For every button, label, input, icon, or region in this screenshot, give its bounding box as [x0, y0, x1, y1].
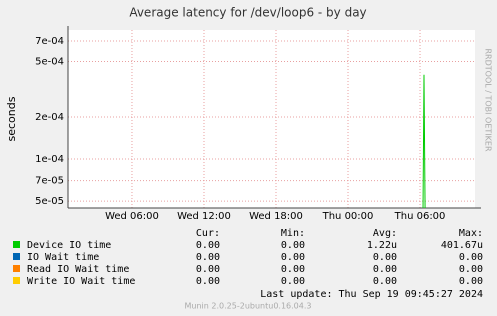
legend-swatch — [13, 241, 20, 248]
legend-label: Write IO Wait time — [27, 276, 135, 287]
legend-swatch — [13, 265, 20, 272]
x-tick-label: Thu 06:00 — [394, 211, 446, 222]
y-tick-label: 5e-04 — [35, 56, 64, 67]
x-tick-label: Wed 18:00 — [249, 211, 303, 222]
stat-value: 0.00 — [281, 264, 305, 275]
legend-label: IO Wait time — [27, 252, 99, 263]
stat-value: 401.67u — [441, 240, 483, 251]
stat-value: 0.00 — [373, 252, 397, 263]
stats-header: Min: — [281, 228, 305, 239]
stat-value: 0.00 — [281, 252, 305, 263]
stat-value: 0.00 — [196, 252, 220, 263]
stat-value: 0.00 — [196, 276, 220, 287]
footer: Munin 2.0.25-2ubuntu0.16.04.3 — [185, 302, 312, 311]
stat-value: 1.22u — [367, 240, 397, 251]
legend-swatch — [13, 253, 20, 260]
stat-value: 0.00 — [373, 264, 397, 275]
x-tick-label: Wed 06:00 — [105, 211, 159, 222]
chart-title: Average latency for /dev/loop6 - by day — [129, 6, 366, 20]
stat-value: 0.00 — [196, 240, 220, 251]
stat-value: 0.00 — [459, 264, 483, 275]
x-tick-label: Thu 00:00 — [322, 211, 374, 222]
stat-value: 0.00 — [459, 276, 483, 287]
y-tick-label: 1e-04 — [35, 154, 64, 165]
y-tick-label: 7e-05 — [35, 176, 64, 187]
stats-header: Cur: — [196, 228, 220, 239]
stats-header: Max: — [459, 228, 483, 239]
x-tick-label: Wed 12:00 — [177, 211, 231, 222]
y-tick-label: 5e-05 — [35, 196, 64, 207]
legend-swatch — [13, 277, 20, 284]
series-line — [422, 74, 426, 209]
plot-area — [68, 30, 475, 208]
side-text: RRDTOOL / TOBI OETIKER — [484, 48, 493, 151]
stat-value: 0.00 — [281, 276, 305, 287]
stats-header: Avg: — [373, 228, 397, 239]
last-update: Last update: Thu Sep 19 09:45:27 2024 — [260, 289, 483, 300]
y-tick-label: 2e-04 — [35, 112, 64, 123]
stat-value: 0.00 — [281, 240, 305, 251]
y-axis-label: seconds — [5, 96, 18, 141]
stat-value: 0.00 — [459, 252, 483, 263]
y-tick-label: 7e-04 — [35, 36, 64, 47]
stat-value: 0.00 — [373, 276, 397, 287]
legend-label: Read IO Wait time — [27, 264, 129, 275]
legend-label: Device IO time — [27, 240, 111, 251]
stat-value: 0.00 — [196, 264, 220, 275]
